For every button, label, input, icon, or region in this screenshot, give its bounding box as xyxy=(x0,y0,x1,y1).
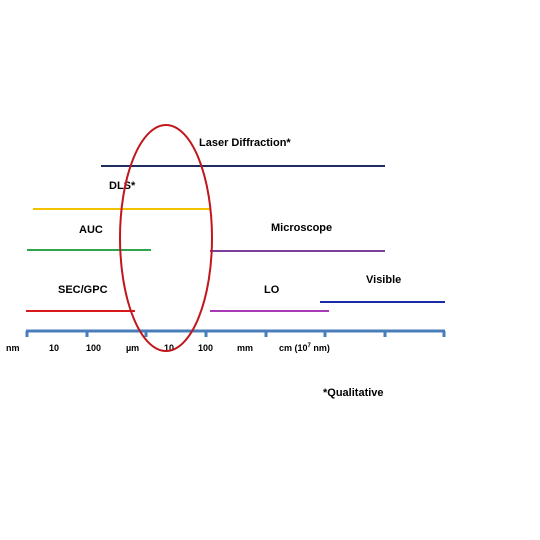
axis-label-cm-suffix: nm) xyxy=(311,343,330,353)
axis-label-cm: cm (107 nm) xyxy=(279,343,330,353)
auc-label: AUC xyxy=(79,224,103,236)
size-axis xyxy=(25,329,446,337)
axis-label-100-um: 100 xyxy=(198,343,213,353)
qualitative-note: *Qualitative xyxy=(323,387,384,399)
axis-label-10-um: 10 xyxy=(164,343,174,353)
lo-label: LO xyxy=(264,284,280,296)
axis-label-100: 100 xyxy=(86,343,101,353)
highlight-ellipse xyxy=(119,124,213,352)
axis-label-nm: nm xyxy=(6,343,20,353)
axis-label-mm: mm xyxy=(237,343,253,353)
sec-gpc-label: SEC/GPC xyxy=(58,284,108,296)
visible-label: Visible xyxy=(366,274,401,286)
axis-label-cm-prefix: cm (10 xyxy=(279,343,308,353)
laser-diffraction-label: Laser Diffraction* xyxy=(199,137,291,149)
axis-label-10: 10 xyxy=(49,343,59,353)
dls-label: DLS* xyxy=(109,180,136,192)
microscope-label: Microscope xyxy=(271,222,332,234)
axis-label-um: µm xyxy=(126,343,139,353)
axis-label-cm-exponent: 7 xyxy=(308,343,312,349)
